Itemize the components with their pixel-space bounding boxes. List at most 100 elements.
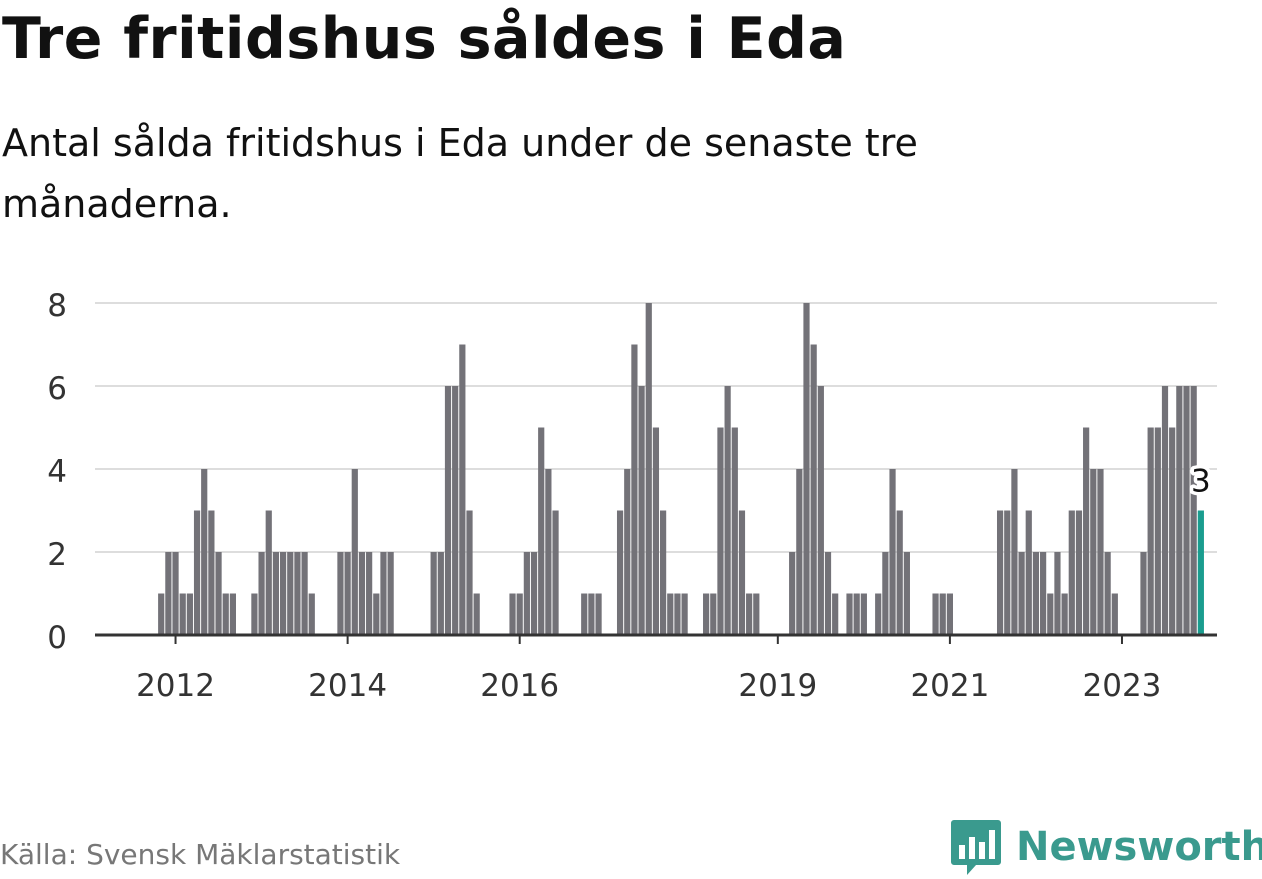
bar [538, 427, 545, 635]
highlight-value-label: 3 [1191, 464, 1211, 500]
x-tick-label: 2016 [480, 668, 559, 704]
bar [444, 386, 452, 635]
bar [430, 552, 437, 635]
bar [452, 386, 459, 635]
bar [1025, 510, 1032, 635]
newsworthy-logo: Newsworthy [950, 818, 1262, 876]
bar [294, 552, 301, 635]
bar [932, 593, 939, 635]
bar [638, 386, 645, 635]
bar [1183, 386, 1190, 635]
chart-subtitle: Antal sålda fritidshus i Eda under de se… [2, 121, 918, 226]
bar [358, 552, 366, 635]
bar [387, 552, 394, 635]
bar [1097, 469, 1104, 635]
bar [652, 427, 660, 635]
chart-title: Tre fritidshus såldes i Eda [2, 6, 847, 72]
bar [1147, 427, 1154, 635]
bar [667, 593, 674, 635]
bar [1190, 386, 1197, 635]
bar [588, 593, 595, 635]
bar [1169, 427, 1176, 635]
bar [301, 552, 308, 635]
bar [251, 593, 258, 635]
bar [186, 593, 193, 635]
bar [996, 510, 1004, 635]
x-tick-label: 2021 [910, 668, 989, 704]
bar [466, 510, 473, 635]
bar [308, 593, 315, 635]
bar [373, 593, 380, 635]
x-tick-label: 2023 [1083, 668, 1162, 704]
bar [1040, 552, 1047, 635]
highlight-bar [1197, 510, 1204, 635]
bar [437, 552, 444, 635]
bar [473, 593, 480, 635]
bar [753, 593, 760, 635]
bar [179, 593, 186, 635]
bar [703, 593, 710, 635]
bar [1047, 593, 1054, 635]
bar [201, 469, 208, 635]
bar [509, 593, 516, 635]
bar [1104, 552, 1111, 635]
bar [1011, 469, 1018, 635]
bar [1018, 552, 1025, 635]
source-note: Källa: Svensk Mäklarstatistik [0, 838, 401, 871]
bar [1154, 427, 1161, 635]
bar [674, 593, 681, 635]
bar [265, 510, 272, 635]
bar [746, 593, 753, 635]
bar [660, 510, 667, 635]
brand-name: Newsworthy [1016, 824, 1262, 870]
bar [222, 593, 229, 635]
bar [1061, 593, 1068, 635]
bar [208, 510, 215, 635]
bar [624, 469, 631, 635]
bar [803, 303, 810, 635]
bar [229, 593, 236, 635]
bar [616, 510, 624, 635]
bar [889, 469, 896, 635]
bar [351, 469, 358, 635]
bar [172, 552, 179, 635]
axes [95, 633, 1217, 644]
y-tick-label: 6 [47, 371, 67, 407]
bar [158, 593, 165, 635]
bar [681, 593, 688, 635]
bar [846, 593, 853, 635]
bar [165, 552, 172, 635]
bar [287, 552, 294, 635]
bar [552, 510, 559, 635]
bar [581, 593, 588, 635]
bar [789, 552, 796, 635]
bar [516, 593, 523, 635]
bar [215, 552, 222, 635]
bar [344, 552, 351, 635]
bar [279, 552, 287, 635]
bar [366, 552, 373, 635]
bar [796, 469, 803, 635]
bar [380, 552, 387, 635]
bar [1140, 552, 1147, 635]
y-tick-label: 2 [47, 537, 67, 573]
bar [810, 344, 817, 635]
bar [459, 344, 466, 635]
bar [1161, 386, 1169, 635]
bar [1083, 427, 1090, 635]
bar [817, 386, 824, 635]
bar [193, 510, 201, 635]
bar [939, 593, 946, 635]
tick-labels: 0 2 4 6 8 2012 2014 2016 2019 2021 2023 3 [47, 288, 1214, 704]
x-tick-label: 2014 [308, 668, 387, 704]
bar [1111, 593, 1118, 635]
bar [631, 344, 638, 635]
y-tick-label: 0 [47, 620, 67, 656]
bar [1032, 552, 1040, 635]
bar [258, 552, 265, 635]
bar [272, 552, 280, 635]
bar [710, 593, 717, 635]
bar [724, 386, 731, 635]
bar [1054, 552, 1061, 635]
